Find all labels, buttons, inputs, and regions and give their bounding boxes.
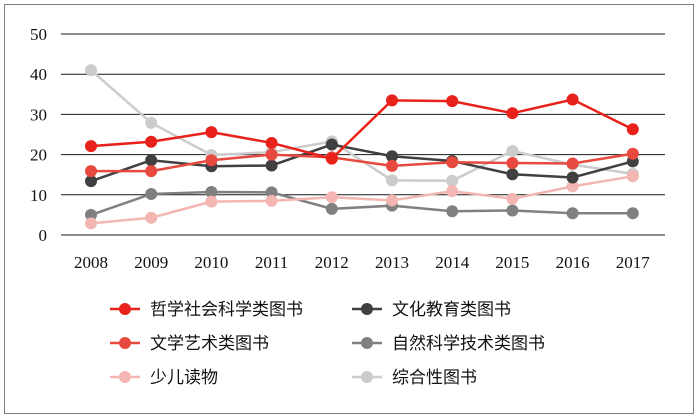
data-point	[325, 191, 338, 204]
data-point	[145, 187, 158, 200]
data-point	[205, 195, 218, 208]
data-point	[325, 152, 338, 165]
legend-swatch-marker	[119, 303, 131, 315]
legend-item: 自然科学技术类图书	[352, 334, 545, 354]
data-point	[386, 194, 398, 207]
legend-label: 自然科学技术类图书	[392, 334, 545, 354]
series-line	[90, 175, 634, 225]
legend-label: 少儿读物	[150, 368, 218, 388]
data-point	[265, 159, 278, 172]
x-axis-ticks: 2008 2009 2010 2011 2012 2013 2014 2015 2016 2017	[74, 253, 650, 272]
data-point	[506, 144, 519, 157]
data-point	[626, 123, 639, 136]
legend-label: 综合性图书	[392, 368, 477, 388]
legend-swatch-marker	[361, 337, 373, 349]
x-tick-label: 2010	[194, 253, 228, 272]
legend-label: 哲学社会科学类图书	[150, 300, 303, 320]
data-point	[85, 217, 97, 230]
data-point	[205, 126, 218, 139]
x-tick-label: 2012	[315, 253, 349, 272]
legend-item: 少儿读物	[110, 368, 218, 388]
data-point	[145, 211, 158, 224]
data-point	[506, 107, 519, 120]
series-line	[90, 98, 634, 161]
data-point	[446, 174, 459, 187]
x-tick-label: 2008	[74, 253, 108, 272]
data-point	[145, 165, 158, 178]
x-tick-label: 2011	[255, 253, 288, 272]
x-tick-label: 2009	[134, 253, 168, 272]
x-tick-label: 2015	[495, 253, 529, 272]
data-point	[265, 194, 278, 207]
data-point	[506, 204, 519, 217]
data-point	[386, 94, 398, 107]
data-point	[566, 157, 579, 170]
legend-swatch-marker	[361, 303, 373, 315]
data-point	[566, 180, 579, 193]
series-4	[85, 170, 639, 230]
data-point	[386, 174, 398, 187]
legend-item: 文化教育类图书	[352, 300, 511, 320]
data-point	[145, 154, 158, 167]
x-tick-label: 2017	[616, 253, 651, 272]
legend-item: 综合性图书	[352, 368, 477, 388]
data-point	[506, 168, 519, 181]
series-lines	[85, 64, 639, 230]
data-point	[386, 159, 398, 172]
y-tick-label: 30	[30, 105, 47, 124]
data-point	[265, 148, 278, 161]
legend-swatch-marker	[119, 337, 131, 349]
legend-label: 文学艺术类图书	[150, 334, 269, 354]
series-3	[85, 185, 639, 221]
legend-swatch-marker	[119, 371, 131, 383]
data-point	[566, 93, 579, 106]
data-point	[145, 135, 158, 148]
series-0	[85, 93, 639, 165]
data-point	[205, 185, 218, 198]
data-point	[566, 171, 579, 184]
data-point	[265, 186, 278, 199]
data-point	[446, 95, 459, 108]
legend-swatch-marker	[361, 371, 373, 383]
gridlines	[61, 33, 665, 236]
data-point	[325, 138, 338, 151]
data-point	[265, 136, 278, 149]
data-point	[566, 207, 579, 220]
data-point	[506, 157, 519, 170]
x-tick-label: 2014	[435, 253, 470, 272]
series-line	[90, 143, 634, 183]
legend-item: 文学艺术类图书	[110, 334, 269, 354]
x-tick-label: 2013	[375, 253, 409, 272]
y-tick-label: 40	[30, 65, 47, 84]
series-line	[90, 190, 633, 217]
y-tick-label: 10	[30, 186, 47, 205]
data-point	[85, 140, 97, 153]
data-point	[85, 165, 97, 178]
data-point	[85, 64, 97, 77]
series-line	[91, 152, 633, 173]
data-point	[626, 207, 639, 220]
data-point	[446, 185, 459, 198]
y-tick-label: 20	[30, 146, 47, 165]
data-point	[386, 150, 398, 163]
data-point	[626, 147, 639, 160]
y-tick-label: 0	[39, 226, 48, 245]
legend-label: 文化教育类图书	[392, 300, 511, 320]
legend-item: 哲学社会科学类图书	[110, 300, 303, 320]
data-point	[85, 175, 97, 188]
data-point	[85, 208, 97, 221]
y-axis-ticks: 0 10 20 30 40 50	[30, 25, 47, 245]
data-point	[205, 154, 218, 167]
data-point	[446, 205, 459, 218]
x-tick-label: 2016	[556, 253, 590, 272]
data-point	[145, 116, 158, 129]
data-point	[325, 202, 338, 215]
data-point	[626, 170, 639, 183]
data-point	[506, 192, 519, 205]
y-tick-label: 50	[30, 25, 47, 44]
data-point	[446, 156, 459, 169]
